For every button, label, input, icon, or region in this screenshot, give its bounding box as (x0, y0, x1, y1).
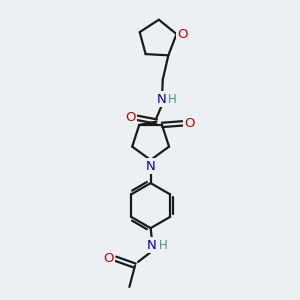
Text: N: N (146, 160, 155, 173)
Text: H: H (168, 93, 176, 106)
Text: N: N (147, 239, 156, 252)
Text: O: O (184, 117, 194, 130)
Text: O: O (177, 28, 188, 40)
Text: H: H (159, 239, 167, 252)
Text: O: O (125, 111, 136, 124)
Text: O: O (103, 252, 114, 265)
Text: N: N (157, 93, 166, 106)
